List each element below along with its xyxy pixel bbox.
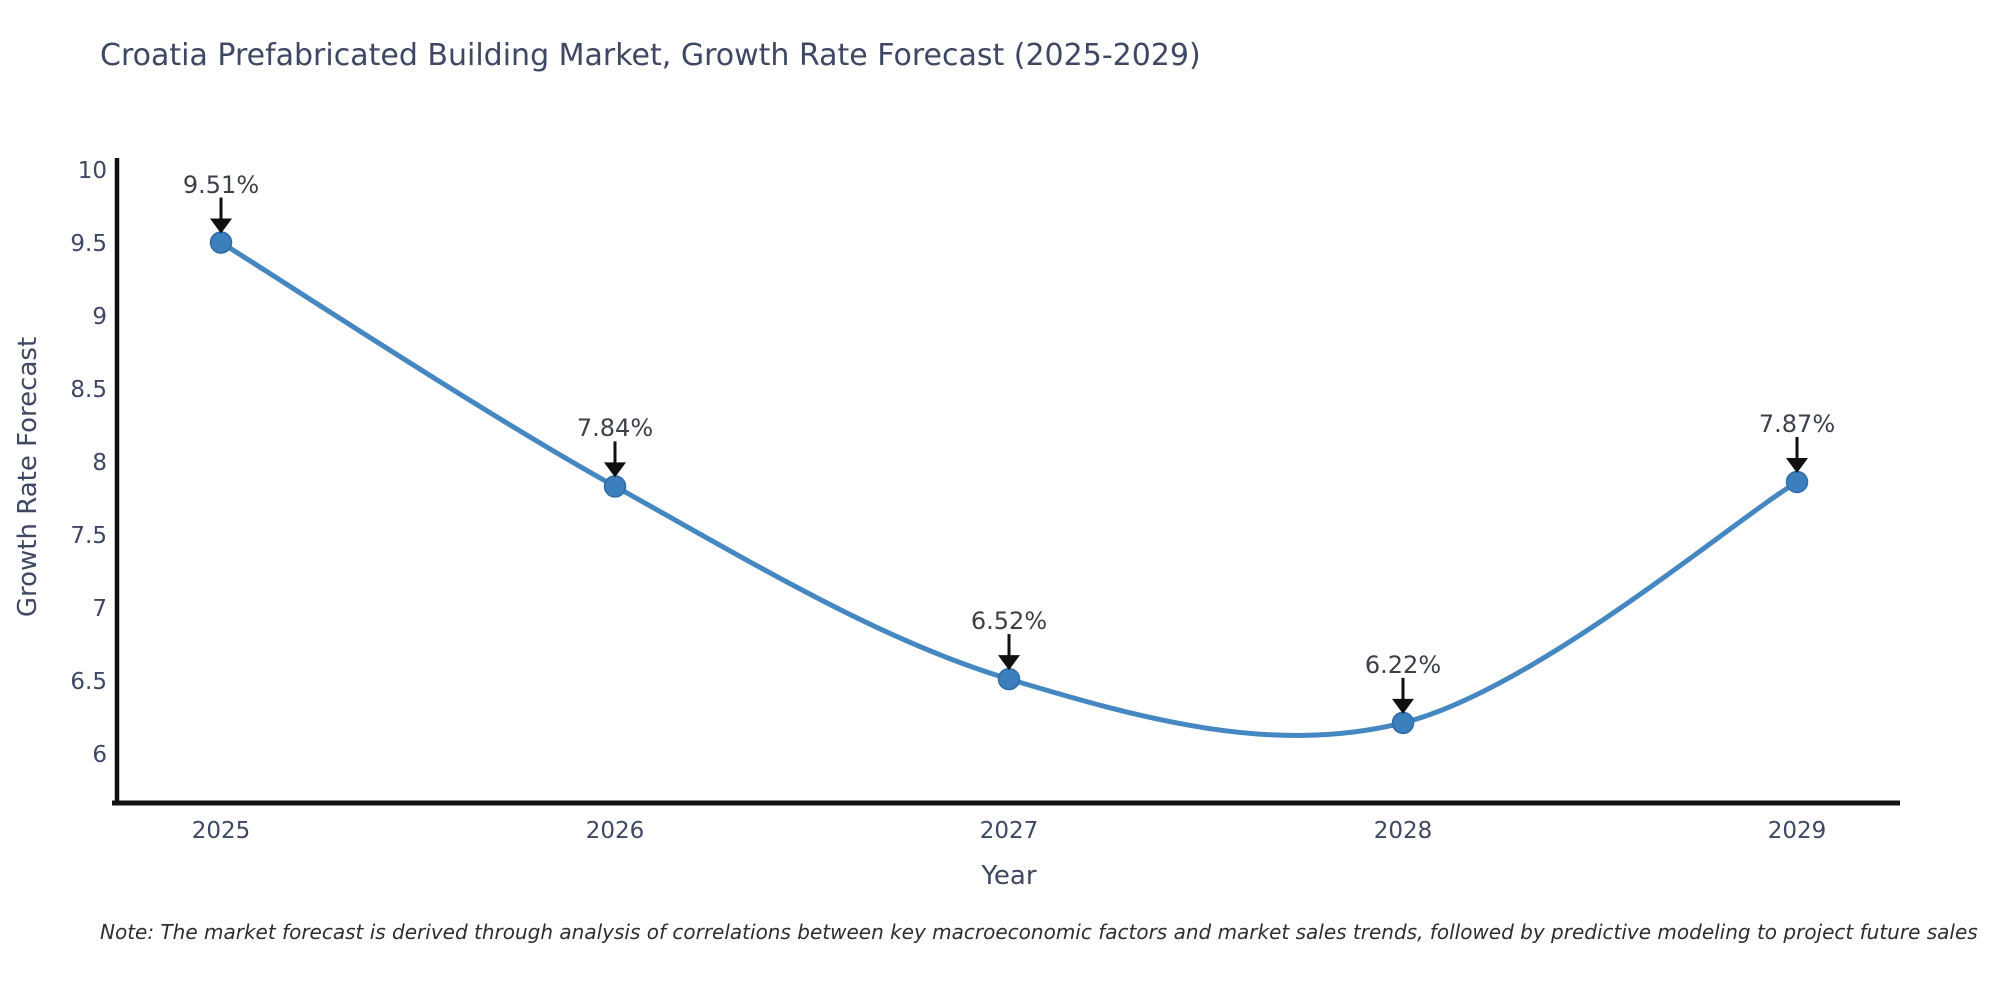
data-point-marker-2025 xyxy=(209,231,233,254)
y-axis-title: Growth Rate Forecast xyxy=(13,336,43,618)
y-tick-label-8.5: 8.5 xyxy=(70,377,107,403)
y-tick-label-7.5: 7.5 xyxy=(70,523,107,549)
y-tick-label-6.5: 6.5 xyxy=(70,669,107,695)
data-point-marker-2029 xyxy=(1785,470,1809,494)
annotation-arrowhead-icon xyxy=(604,462,626,478)
annotation-arrowhead-icon xyxy=(210,218,232,234)
x-tick-label-2025: 2025 xyxy=(191,818,251,844)
point-value-label-2029: 7.87% xyxy=(1758,409,1836,438)
x-tick-label-2028: 2028 xyxy=(1373,818,1433,844)
y-tick-label-9: 9 xyxy=(92,304,107,330)
y-tick-label-9.5: 9.5 xyxy=(70,231,107,257)
data-point-marker-2028 xyxy=(1391,711,1415,735)
annotation-arrowhead-icon xyxy=(1786,457,1808,473)
annotation-arrowhead-icon xyxy=(1392,698,1414,714)
point-value-label-2028: 6.22% xyxy=(1364,650,1442,679)
x-tick-label-2026: 2026 xyxy=(585,818,645,844)
point-value-label-2026: 7.84% xyxy=(576,414,654,443)
data-point-marker-2026 xyxy=(603,475,627,498)
chart-title: Croatia Prefabricated Building Market, G… xyxy=(100,38,1201,73)
y-tick-label-6: 6 xyxy=(92,742,107,768)
annotation-arrowhead-icon xyxy=(998,655,1020,671)
x-tick-label-2027: 2027 xyxy=(979,818,1039,844)
footnote: Note: The market forecast is derived thr… xyxy=(100,920,1978,944)
x-axis-title: Year xyxy=(981,861,1037,891)
data-point-marker-2027 xyxy=(997,667,1021,691)
point-value-label-2025: 9.51% xyxy=(182,170,260,199)
y-tick-label-8: 8 xyxy=(92,450,107,476)
y-tick-label-10: 10 xyxy=(77,158,107,184)
point-value-label-2027: 6.52% xyxy=(970,607,1048,636)
x-tick-label-2029: 2029 xyxy=(1767,818,1827,844)
y-tick-label-7: 7 xyxy=(92,596,107,622)
